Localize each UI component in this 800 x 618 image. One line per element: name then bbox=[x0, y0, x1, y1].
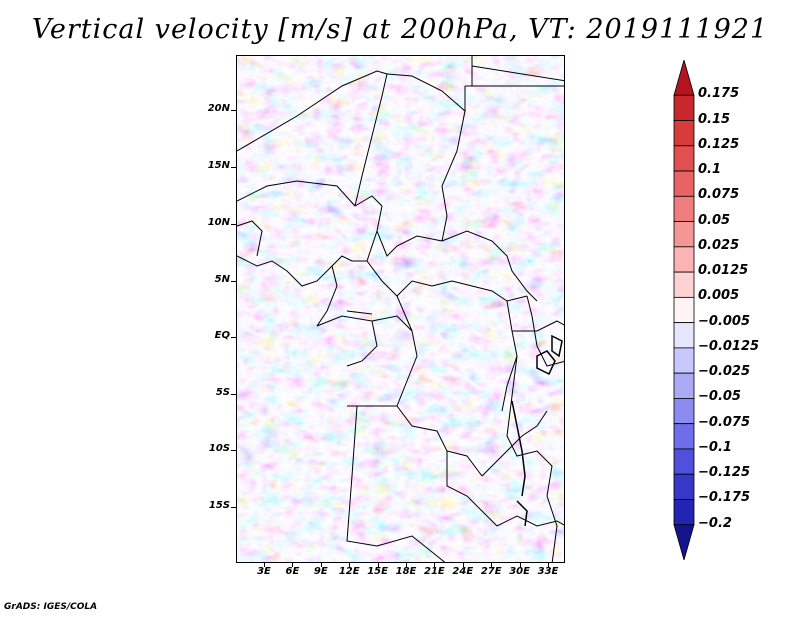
colorbar-swatch bbox=[673, 372, 695, 399]
lon-label: 15E bbox=[367, 566, 388, 577]
lon-label: 30E bbox=[509, 566, 530, 577]
lat-label: 15S bbox=[208, 500, 230, 511]
colorbar-swatch bbox=[673, 120, 695, 147]
colorbar-level-label: −0.175 bbox=[698, 490, 751, 506]
colorbar-level-label: −0.125 bbox=[698, 465, 751, 481]
lon-tick bbox=[519, 562, 521, 567]
lat-label: 10N bbox=[207, 217, 230, 228]
colorbar-swatch bbox=[673, 221, 695, 248]
colorbar-level-label: −0.2 bbox=[698, 515, 732, 531]
colorbar-level-label: 0.125 bbox=[698, 136, 740, 152]
colorbar-swatch bbox=[673, 94, 695, 121]
lon-label: 21E bbox=[424, 566, 445, 577]
lat-tick bbox=[231, 337, 236, 338]
lon-label: 18E bbox=[395, 566, 417, 577]
colorbar-swatch bbox=[673, 246, 695, 273]
colorbar-level-label: −0.1 bbox=[698, 439, 732, 455]
colorbar-swatch bbox=[673, 499, 695, 526]
colorbar-level-label: 0.025 bbox=[698, 237, 740, 253]
lon-label: 24E bbox=[452, 566, 474, 577]
colorbar-level-label: 0.075 bbox=[698, 187, 740, 203]
colorbar-level-label: −0.05 bbox=[698, 389, 741, 405]
grads-credit: GrADS: IGES/COLA bbox=[4, 602, 98, 612]
lat-tick bbox=[231, 507, 236, 508]
lat-tick bbox=[231, 224, 236, 225]
lat-label: 20N bbox=[207, 103, 230, 114]
lon-tick bbox=[434, 562, 436, 567]
lake-outlines bbox=[511, 334, 563, 527]
lon-label: 27E bbox=[480, 566, 502, 577]
colorbar-level-label: 0.1 bbox=[698, 162, 722, 178]
colorbar-swatch bbox=[673, 145, 695, 172]
colorbar-level-label: 0.175 bbox=[698, 86, 740, 102]
lat-label: EQ bbox=[214, 330, 230, 341]
lat-label: 10S bbox=[208, 443, 230, 454]
lon-tick bbox=[377, 562, 379, 567]
lon-label: 9E bbox=[313, 566, 328, 577]
colorbar-level-label: 0.05 bbox=[698, 212, 731, 228]
colorbar-level-label: −0.005 bbox=[698, 313, 751, 329]
colorbar-swatch bbox=[673, 322, 695, 349]
lat-tick bbox=[231, 450, 236, 451]
vertical-velocity-field bbox=[237, 56, 564, 562]
lat-label: 15N bbox=[207, 160, 230, 171]
colorbar-swatch bbox=[673, 347, 695, 374]
lon-tick bbox=[349, 562, 351, 567]
lat-tick bbox=[231, 394, 236, 395]
lat-tick bbox=[231, 110, 236, 111]
lat-tick bbox=[231, 281, 236, 282]
colorbar-swatch bbox=[673, 170, 695, 197]
lon-tick bbox=[462, 562, 464, 567]
colorbar-level-label: −0.025 bbox=[698, 364, 751, 380]
colorbar-swatch bbox=[673, 296, 695, 324]
colorbar-level-label: −0.0125 bbox=[698, 338, 760, 354]
lon-tick bbox=[264, 562, 265, 567]
colorbar-level-label: 0.15 bbox=[698, 111, 731, 127]
colorbar-swatch bbox=[673, 195, 695, 222]
lat-tick bbox=[231, 167, 236, 168]
lat-label: 5S bbox=[215, 387, 230, 398]
lon-label: 12E bbox=[338, 566, 360, 577]
lon-tick bbox=[406, 562, 407, 567]
colorbar-level-label: −0.075 bbox=[698, 414, 751, 430]
lon-label: 6E bbox=[285, 566, 300, 577]
colorbar-swatch bbox=[673, 524, 695, 560]
colorbar-level-label: 0.005 bbox=[698, 288, 740, 304]
velocity-shading-overlay bbox=[237, 56, 564, 562]
colorbar-level-label: 0.0125 bbox=[698, 263, 749, 279]
colorbar-swatch bbox=[673, 473, 695, 500]
lon-label: 33E bbox=[537, 566, 559, 577]
map-plot-area bbox=[236, 55, 565, 563]
colorbar-swatch bbox=[673, 398, 695, 425]
lon-tick bbox=[292, 562, 294, 567]
lon-tick bbox=[320, 562, 322, 567]
map-title: Vertical velocity [m/s] at 200hPa, VT: 2… bbox=[31, 14, 769, 45]
lat-label: 5N bbox=[214, 274, 230, 285]
lon-tick bbox=[548, 562, 549, 567]
colorbar bbox=[673, 60, 695, 560]
colorbar-swatch bbox=[673, 448, 695, 475]
colorbar-swatch bbox=[673, 271, 695, 298]
colorbar-swatch bbox=[673, 423, 695, 450]
lon-label: 3E bbox=[257, 566, 271, 577]
colorbar-swatch bbox=[673, 60, 695, 96]
lon-tick bbox=[491, 562, 493, 567]
